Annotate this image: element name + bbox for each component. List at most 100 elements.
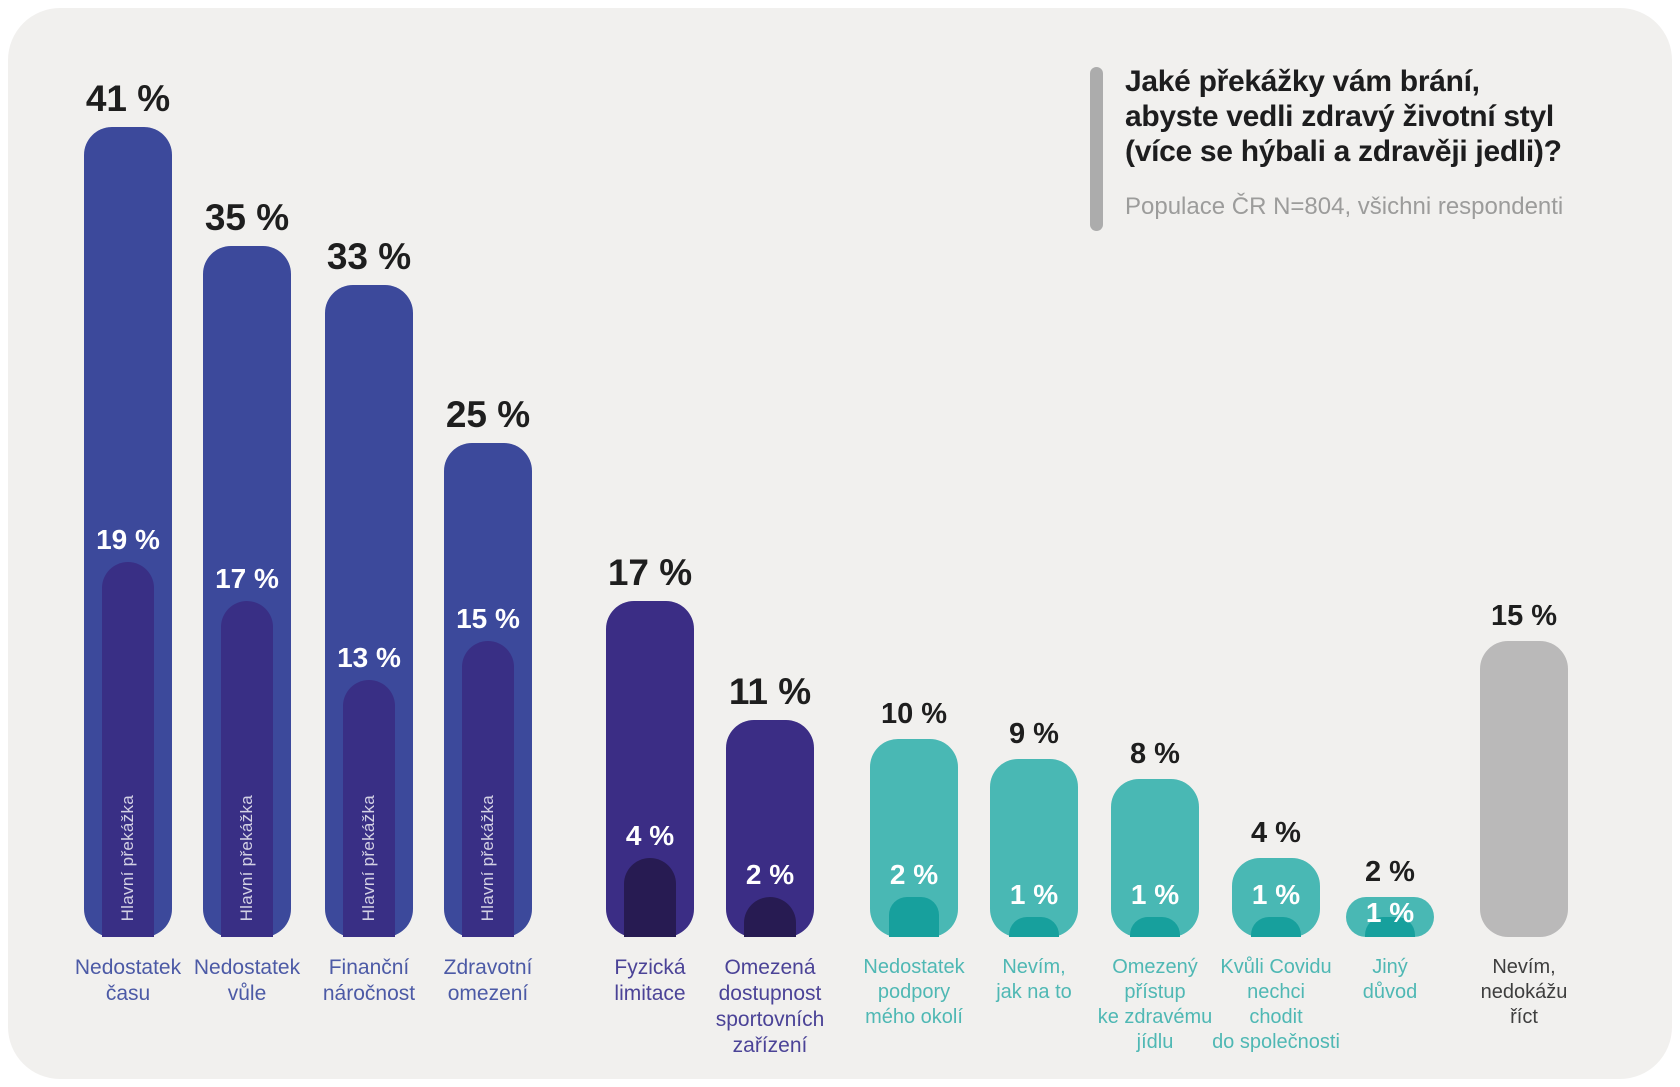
bar-category-label-line: Omezená: [724, 956, 816, 979]
bar-total: [1111, 779, 1199, 937]
bar-category-label-line: jídlu: [1136, 1031, 1174, 1053]
bar-total-value: 33 %: [326, 236, 412, 277]
bar-total: [1346, 897, 1434, 937]
bar-category-label-line: Jiný: [1372, 956, 1408, 978]
bar-category-label: Kvůli Covidu nechci chodit do společnosti: [1201, 955, 1351, 1055]
bar-category-label-line: nedokážu: [1480, 981, 1568, 1003]
bar-main-obstacle-value: 2 %: [889, 859, 939, 890]
main-obstacle-vertical-label: Hlavní překážka: [237, 794, 256, 921]
bar-category-label-line: Nevím,: [1002, 956, 1066, 978]
bar-main-obstacle-value: 1 %: [1130, 879, 1180, 910]
bar-total: Hlavní překážka: [444, 443, 532, 937]
bar-main-obstacle: [744, 897, 796, 937]
bar-category-label-line: vůle: [227, 982, 267, 1005]
bar-main-obstacle: [1009, 917, 1059, 937]
bar-main-obstacle: [1130, 917, 1180, 937]
bar-category-label: Nedostatek času: [53, 955, 203, 1007]
main-obstacle-vertical-label-wrap: Hlavní překážka: [325, 795, 413, 921]
bar-category-label-line: říct: [1510, 1006, 1538, 1028]
bar-category-label: Fyzická limitace: [575, 955, 725, 1007]
bar-main-obstacle: [462, 641, 514, 937]
bar-main-obstacle: [624, 858, 676, 937]
main-obstacle-vertical-label-wrap: Hlavní překážka: [203, 795, 291, 921]
bar-category-label-line: ke zdravému: [1097, 1006, 1213, 1028]
bar-total: [1232, 858, 1320, 937]
bar-main-obstacle-value: 13 %: [337, 642, 401, 673]
chart-subtitle: Populace ČR N=804, všichni respondenti: [1125, 193, 1564, 220]
bar-category-label-line: času: [105, 982, 151, 1005]
bar-total: Hlavní překážka: [203, 246, 291, 937]
bar-category-label-line: dostupnost: [718, 982, 822, 1005]
bar-category-label: Nevím, nedokážu říct: [1449, 955, 1599, 1030]
bar-main-obstacle: [1365, 917, 1415, 937]
bar-category-label: Finanční náročnost: [294, 955, 444, 1007]
bar-category-label-line: Fyzická: [614, 956, 686, 979]
bar-total: Hlavní překážka: [325, 285, 413, 937]
bar-category-label-line: podpory: [877, 981, 951, 1003]
bar-total: [726, 720, 814, 937]
bar-category-label-line: do společnosti: [1212, 1031, 1340, 1053]
title-accent-bar: [1090, 67, 1103, 231]
bar-main-obstacle-value: 17 %: [215, 563, 279, 594]
bar-category-label-line: Nedostatek: [74, 956, 182, 979]
main-obstacle-vertical-label-wrap: Hlavní překážka: [444, 795, 532, 921]
bar-total: [606, 601, 694, 937]
bar-category-label-line: náročnost: [322, 982, 416, 1005]
bar-total-value: 35 %: [204, 197, 290, 238]
bar-total-value: 25 %: [445, 394, 531, 435]
bar-category-label-line: mého okolí: [865, 1006, 963, 1028]
chart-title-line-2: abyste vedli zdravý životní styl: [1125, 100, 1554, 133]
bar-main-obstacle-value: 2 %: [745, 859, 795, 890]
bar-total: [990, 759, 1078, 937]
bar-category-label: Nedostatek podpory mého okolí: [839, 955, 989, 1030]
bar-category-label-line: nechci: [1247, 981, 1305, 1003]
bar-category-label-line: Zdravotní: [443, 956, 533, 979]
bar-main-obstacle-value: 19 %: [96, 524, 160, 555]
bar-main-obstacle-value: 15 %: [456, 603, 520, 634]
bar-total-value: 10 %: [880, 698, 948, 730]
bar-category-label: Zdravotní omezení: [413, 955, 563, 1007]
bar-total: [870, 739, 958, 937]
title-block: Jaké překážky vám brání, abyste vedli zd…: [1125, 64, 1645, 221]
bar-category-label-line: omezení: [447, 982, 529, 1005]
bar-main-obstacle-value: 1 %: [1251, 879, 1301, 910]
bar-total: Hlavní překážka: [84, 127, 172, 937]
main-obstacle-vertical-label: Hlavní překážka: [478, 794, 497, 921]
bar-category-label-line: sportovních: [715, 1008, 825, 1031]
bar-total-value: 17 %: [607, 552, 693, 593]
bar-category-label-line: důvod: [1362, 981, 1418, 1003]
bar-total: [1480, 641, 1568, 937]
chart-title-line-3: (více se hýbali a zdravěji jedli)?: [1125, 135, 1562, 168]
bar-main-obstacle-value: 1 %: [1009, 879, 1059, 910]
bar-category-label-line: Kvůli Covidu: [1220, 956, 1332, 978]
bar-main-obstacle: [889, 897, 939, 937]
bar-category-label-line: Nedostatek: [863, 956, 965, 978]
bar-main-obstacle: [343, 680, 395, 937]
bar-main-obstacle-value: 4 %: [625, 820, 675, 851]
bar-total-value: 9 %: [1009, 718, 1059, 750]
bar-main-obstacle-value: 1 %: [1365, 897, 1415, 928]
bar-category-label-line: přístup: [1124, 981, 1186, 1003]
bar-category-label: Nevím, jak na to: [959, 955, 1109, 1005]
bar-category-label-line: Nevím,: [1492, 956, 1556, 978]
bar-main-obstacle: [221, 601, 273, 937]
main-obstacle-vertical-label-wrap: Hlavní překážka: [84, 795, 172, 921]
bar-total-value: 15 %: [1490, 600, 1558, 632]
bar-total-value: 11 %: [728, 671, 812, 712]
bar-category-label-line: zařízení: [732, 1034, 808, 1057]
infographic-panel: Jaké překážky vám brání, abyste vedli zd…: [8, 8, 1672, 1079]
bar-category-label-line: Omezený: [1112, 956, 1198, 978]
bar-chart: 41 % Hlavní překážka 19 % Nedostatek času 35 …: [8, 8, 1672, 1079]
bar-category-label: Jiný důvod: [1315, 955, 1465, 1005]
bar-category-label: Nedostatek vůle: [172, 955, 322, 1007]
bar-main-obstacle: [1251, 917, 1301, 937]
bar-category-label-line: chodit: [1249, 1006, 1303, 1028]
main-obstacle-vertical-label: Hlavní překážka: [359, 794, 378, 921]
bar-total-value: 4 %: [1251, 817, 1301, 849]
bar-category-label-line: jak na to: [996, 981, 1072, 1003]
chart-title-line-1: Jaké překážky vám brání,: [1125, 65, 1480, 98]
bar-category-label-line: Nedostatek: [193, 956, 301, 979]
bar-total-value: 8 %: [1130, 738, 1180, 770]
bar-category-label: Omezená dostupnost sportovních zařízení: [695, 955, 845, 1059]
bar-category-label-line: Finanční: [328, 956, 410, 979]
